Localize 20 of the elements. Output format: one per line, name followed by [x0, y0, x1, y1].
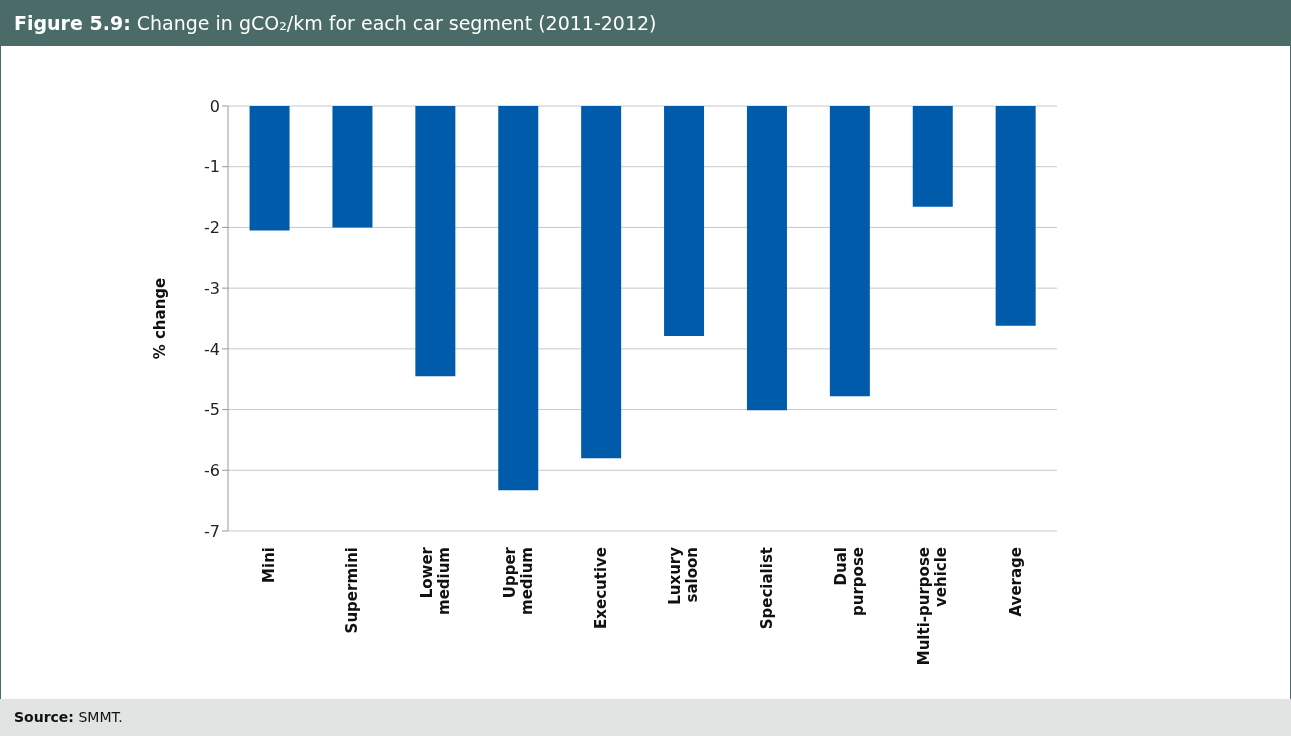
y-tick-label: 0: [209, 96, 220, 116]
x-tick-label: Average: [1006, 547, 1025, 617]
x-tick-label: Executive: [592, 547, 611, 629]
y-tick-label: -6: [204, 460, 220, 480]
x-tick-label: Specialist: [757, 547, 776, 630]
y-axis-title: % change: [151, 277, 170, 360]
y-tick-label: -2: [204, 218, 220, 238]
x-tick-label: Multi-purpose vehicle: [915, 547, 951, 666]
chart-title: Figure 5.9: Change in gCO₂/km for each car segment (2011-2012): [14, 12, 657, 34]
x-tick-label: Lower medium: [417, 546, 453, 615]
y-tick-label: -1: [204, 157, 220, 177]
y-tick-label: -3: [204, 278, 220, 298]
y-tick-label: -5: [204, 400, 220, 420]
x-tick-label: Mini: [260, 547, 279, 583]
x-tick-label: Luxury saloon: [666, 546, 702, 605]
y-tick-label: -7: [204, 521, 220, 541]
x-tick-label: Supermini: [343, 547, 362, 634]
y-tick-label: -4: [204, 339, 220, 359]
source-note: Source: SMMT.: [14, 709, 123, 725]
x-tick-label: Dual purpose: [832, 547, 868, 616]
